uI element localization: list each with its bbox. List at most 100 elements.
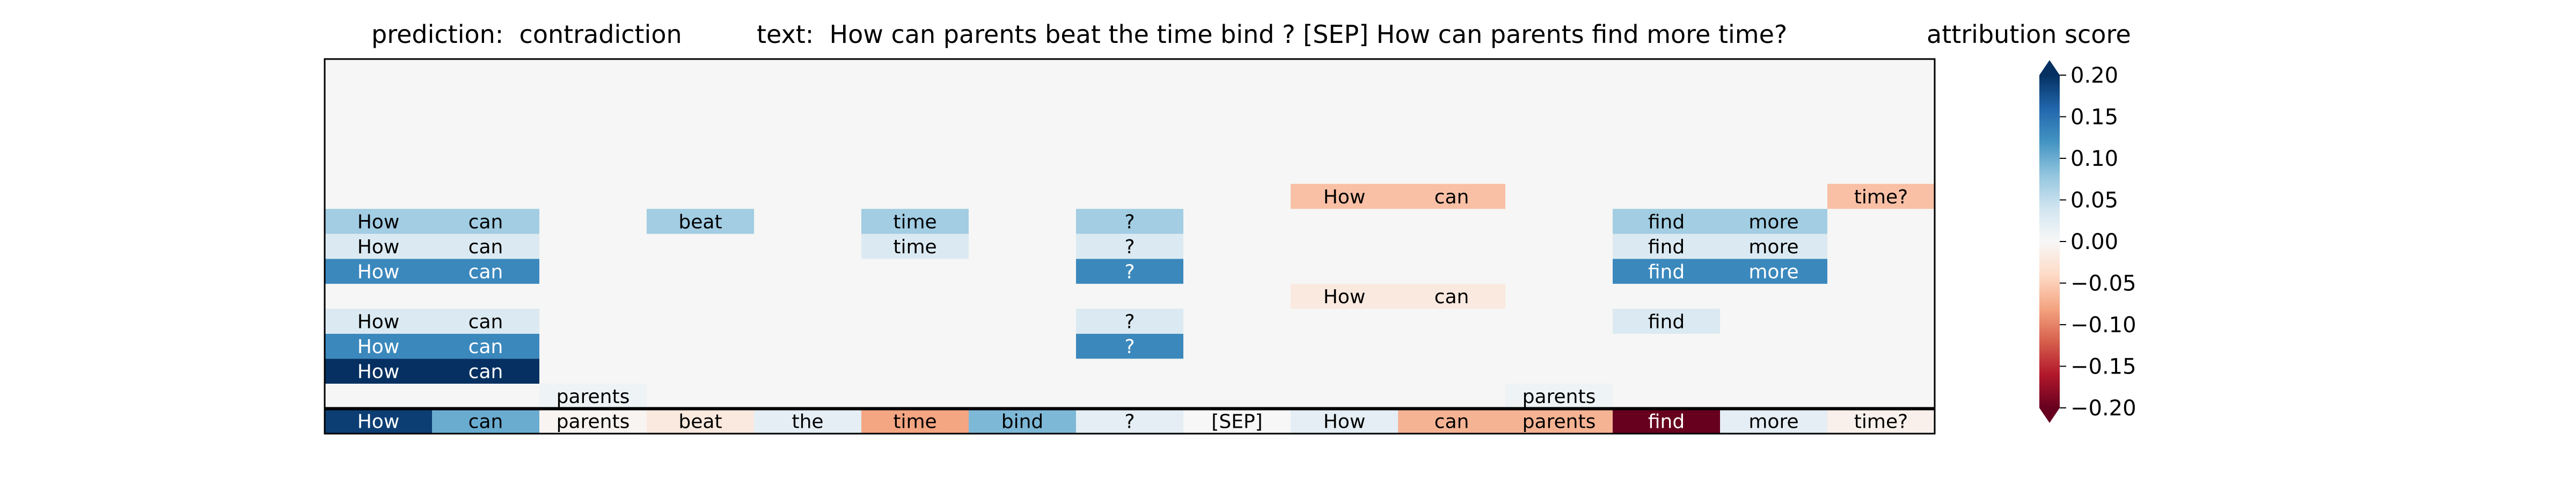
heatmap-cell-row8 <box>432 209 539 234</box>
heatmap-cell-row4 <box>325 309 432 334</box>
heatmap-cell-row3-label: ? <box>1124 336 1135 358</box>
heatmap-cell-input <box>1505 408 1613 434</box>
heatmap-cell-row5 <box>1291 283 1398 309</box>
heatmap-cell-input-label: parents <box>557 411 630 433</box>
colorbar-tick-label: −0.10 <box>2070 313 2136 338</box>
heatmap-cell-row6 <box>1076 259 1183 284</box>
heatmap-cell-row1 <box>539 383 647 409</box>
heatmap-cell-row7-label: find <box>1648 236 1685 258</box>
heatmap-cell-input <box>969 408 1076 434</box>
colorbar-tick-label: 0.10 <box>2070 147 2118 171</box>
heatmap-cell-row8-label: How <box>357 211 400 233</box>
colorbar-gradient <box>2039 75 2060 408</box>
heatmap-cell-row7 <box>1613 233 1720 259</box>
heatmap-cell-input-label: time? <box>1854 411 1908 433</box>
heatmap-cell-row8 <box>861 209 969 234</box>
plot-border <box>324 58 1936 435</box>
heatmap-cell-row3 <box>325 333 432 359</box>
heatmap-cell-row6 <box>325 259 432 284</box>
heatmap-cell-input <box>1291 408 1398 434</box>
heatmap-cell-input-label: How <box>1323 411 1366 433</box>
heatmap-cell-row7-label: can <box>469 236 503 258</box>
heatmap-cell-row7 <box>432 233 539 259</box>
heatmap-cell-row3 <box>432 333 539 359</box>
heatmap-cell-row6-label: can <box>469 261 503 283</box>
heatmap-cell-row4-label: ? <box>1124 311 1135 333</box>
heatmap-cell-row8-label: ? <box>1124 211 1135 233</box>
heatmap-cell-row2 <box>432 358 539 384</box>
heatmap-cell-row4 <box>1613 309 1720 334</box>
heatmap-cell-input-label: the <box>792 411 823 433</box>
heatmap-cell-input <box>861 408 969 434</box>
heatmap-cell-row4-label: can <box>469 311 503 333</box>
heatmap-cell-row4 <box>1076 309 1183 334</box>
colorbar-title: attribution score <box>1927 20 2131 49</box>
heatmap-cell-row7-label: How <box>357 236 400 258</box>
heatmap-cell-row2-label: How <box>357 361 400 383</box>
heatmap-cell-row7 <box>1076 233 1183 259</box>
heatmap-cell-row6 <box>432 259 539 284</box>
heatmap-cell-input-label: parents <box>1523 411 1596 433</box>
colorbar: 0.20 0.15 0.10 0.05 0.00 −0.05 −0.10 −0.15 −0.20 <box>2039 60 2136 423</box>
heatmap-cell-row6 <box>1720 259 1827 284</box>
heatmap-cell-row4 <box>432 309 539 334</box>
heatmap-cell-row9 <box>1398 184 1505 209</box>
heatmap-cell-row8-label: find <box>1648 211 1685 233</box>
heatmap-cell-input <box>1076 408 1183 434</box>
heatmap-cell-row9-label: How <box>1323 186 1366 208</box>
heatmap-cell-input <box>432 408 539 434</box>
heatmap-cell-row3-label: can <box>469 336 503 358</box>
colorbar-tick-label: −0.15 <box>2070 355 2136 379</box>
heatmap-cell-row6-label: How <box>357 261 400 283</box>
heatmap-cell-row9 <box>1291 184 1398 209</box>
heatmap-cell-row7 <box>325 233 432 259</box>
heatmap-cell-row1-label: parents <box>557 386 630 408</box>
heatmap-cell-row2 <box>325 358 432 384</box>
heatmap-cell-row7-label: ? <box>1124 236 1135 258</box>
heatmap-cell-input-label: time <box>893 411 936 433</box>
heatmap-cell-input <box>1183 408 1291 434</box>
colorbar-tick-label: −0.05 <box>2070 272 2136 296</box>
heatmap-cell-input <box>754 408 861 434</box>
colorbar-tick-label: 0.00 <box>2070 230 2118 254</box>
colorbar-tick-label: 0.20 <box>2070 63 2118 88</box>
heatmap-cell-row7 <box>1720 233 1827 259</box>
heatmap-cell-input-label: ? <box>1124 411 1135 433</box>
heatmap-cell-row6-label: find <box>1648 261 1685 283</box>
heatmap-cell-row5 <box>1398 283 1505 309</box>
heatmap-cell-row4-label: How <box>357 311 400 333</box>
heatmap-cell-row6-label: ? <box>1124 261 1135 283</box>
heatmap-cell-row5-label: can <box>1435 286 1469 308</box>
heatmap-cell-row7 <box>861 233 969 259</box>
heatmap-cell-row8 <box>1613 209 1720 234</box>
heatmap-cell-input <box>1827 408 1935 434</box>
heatmap-cell-row3 <box>1076 333 1183 359</box>
input-text-title: text: How can parents beat the time bind… <box>757 20 1787 49</box>
heatmap-cell-row8 <box>1720 209 1827 234</box>
heatmap-cell-row6-label: more <box>1748 261 1798 283</box>
colorbar-extend-max <box>2039 60 2060 75</box>
heatmap-cell-input-label: can <box>1435 411 1469 433</box>
heatmap-cell-input <box>1398 408 1505 434</box>
heatmap-cell-row4-label: find <box>1648 311 1685 333</box>
colorbar-tick-label: −0.20 <box>2070 396 2136 421</box>
heatmap-cell-row9-label: can <box>1435 186 1469 208</box>
heatmap-cell-input <box>539 408 647 434</box>
heatmap-cell-row8 <box>325 209 432 234</box>
heatmap-cell-row8-label: beat <box>678 211 722 233</box>
heatmap-cell-row5-label: How <box>1323 286 1366 308</box>
heatmap-cell-input-label: bind <box>1001 411 1044 433</box>
heatmap-cell-input <box>1613 408 1720 434</box>
heatmap-cell-input-label: How <box>357 411 400 433</box>
heatmap-cell-input-label: beat <box>678 411 722 433</box>
heatmap-cell-row2-label: can <box>469 361 503 383</box>
heatmap-cell-row1-label: parents <box>1523 386 1596 408</box>
heatmap-cell-row7-label: time <box>893 236 936 258</box>
heatmap-cell-input <box>1720 408 1827 434</box>
prediction-title: prediction: contradiction <box>371 20 682 49</box>
colorbar-extend-min <box>2039 408 2060 423</box>
heatmap-cell-row9 <box>1827 184 1935 209</box>
heatmap-cell-input-label: can <box>469 411 503 433</box>
heatmap-cell-input-label: [SEP] <box>1211 411 1262 433</box>
